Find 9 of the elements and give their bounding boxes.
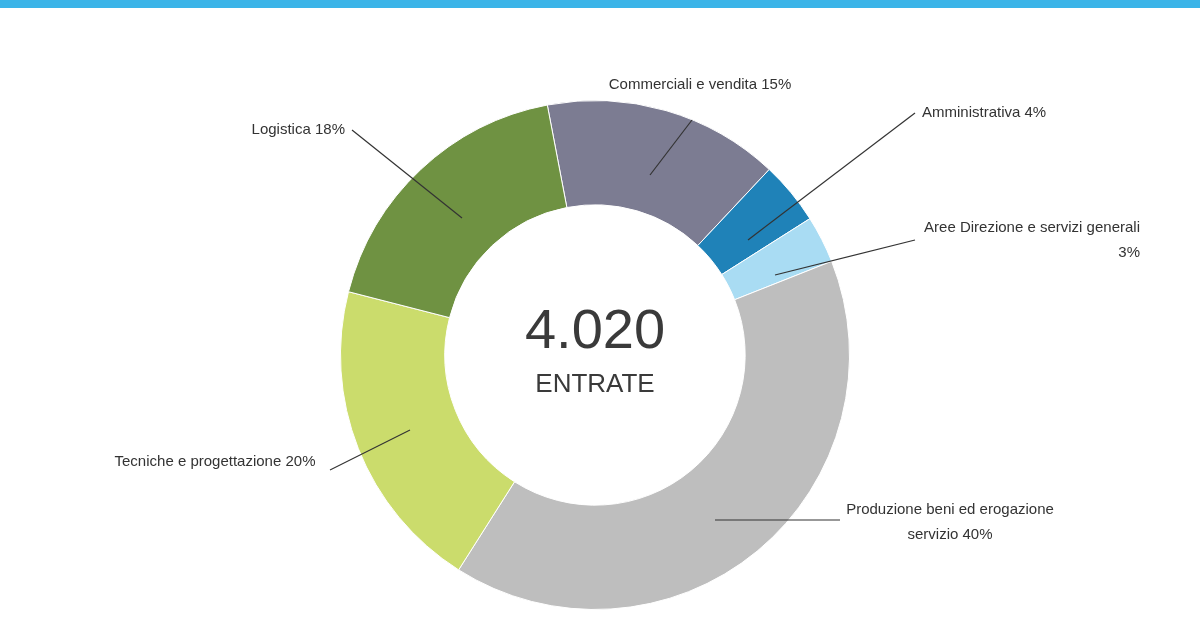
slice-label: Logistica 18% xyxy=(251,120,345,138)
text: 4.020 xyxy=(524,297,666,361)
text: ENTRATE xyxy=(535,368,655,399)
slice-label: Produzione beni ed erogazione servizio 40% xyxy=(846,500,1054,543)
data-label: 3% xyxy=(1118,243,1140,261)
slice-label: Tecniche e progettazione 20% xyxy=(114,452,316,470)
slice-label: Amministrativa 4% xyxy=(922,103,1047,121)
slice-label: Aree Direzione e servizi generali xyxy=(924,218,1140,236)
slice-label: Commerciali e vendita 15% xyxy=(608,75,792,93)
